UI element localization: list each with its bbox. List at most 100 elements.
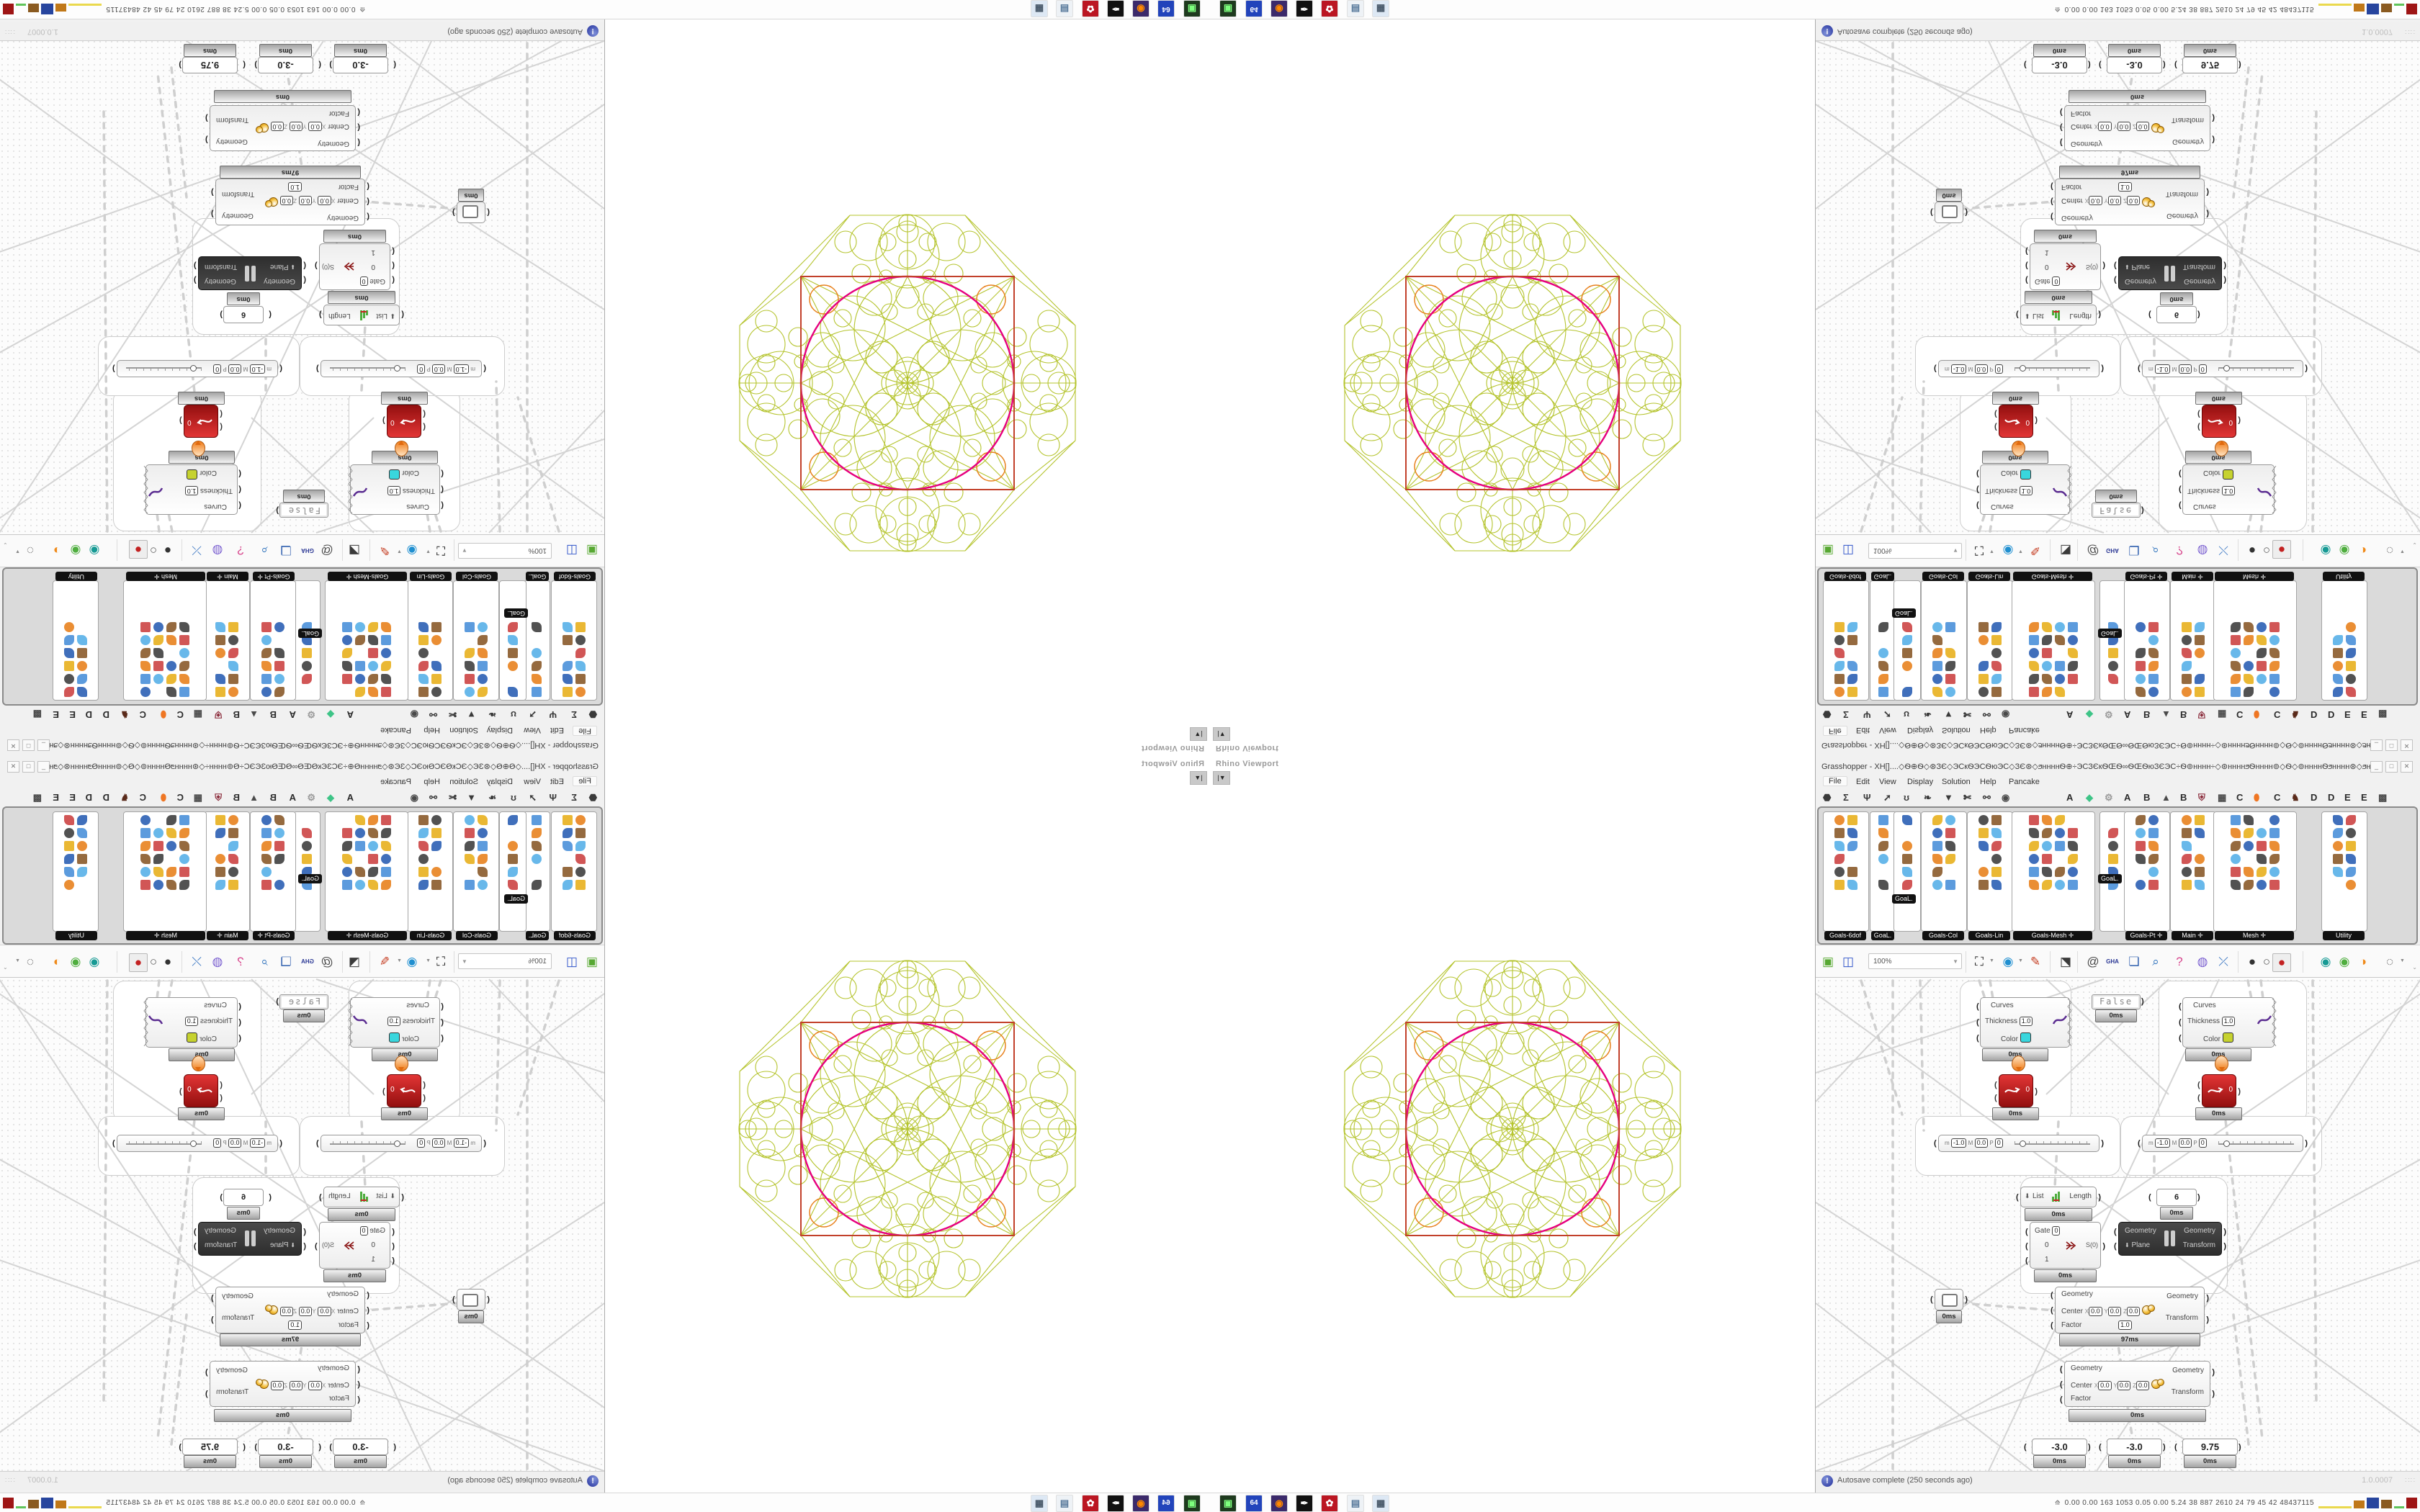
y-value[interactable]: 0.0 xyxy=(289,1381,303,1390)
component-icon[interactable] xyxy=(2244,635,2254,645)
component-tab[interactable]: ✄ xyxy=(1963,792,1971,803)
component-icon[interactable] xyxy=(1834,648,1845,658)
component-icon[interactable] xyxy=(261,841,272,851)
component-icon[interactable] xyxy=(1847,815,1857,825)
pin-teal-icon[interactable]: ◉ xyxy=(2320,955,2331,968)
zoom-extents-icon[interactable]: ⛶ xyxy=(1975,955,1984,968)
component-icon[interactable] xyxy=(1902,635,1912,645)
component-icon[interactable] xyxy=(166,841,176,851)
component-icon[interactable] xyxy=(2257,687,2267,697)
y-value[interactable]: 0.0 xyxy=(289,122,303,131)
component-icon[interactable] xyxy=(1834,674,1845,684)
component-icon[interactable] xyxy=(2055,687,2065,697)
component-tab[interactable]: ʊ xyxy=(1904,709,1910,720)
component-icon[interactable] xyxy=(1991,674,2002,684)
component-icon[interactable] xyxy=(228,854,238,864)
resize-grip[interactable]: ∷∷ xyxy=(2405,1477,2416,1485)
open-file-icon[interactable]: ▣ xyxy=(1821,544,1834,557)
component-icon[interactable] xyxy=(431,854,442,864)
component-icon[interactable] xyxy=(215,674,225,684)
menu-solution[interactable]: Solution xyxy=(1942,726,1971,734)
component-icon[interactable] xyxy=(2136,674,2146,684)
component-icon[interactable] xyxy=(431,635,442,645)
error-component-right[interactable]: ( ( ) 0 xyxy=(179,405,223,438)
scale-component-bottom[interactable]: ( ( ( ) ) Geometry Center X0.0 Y0.0 Z0.0 xyxy=(205,105,360,151)
chevron-down-icon[interactable]: ▼ xyxy=(426,958,431,963)
component-tab[interactable]: ⬮ xyxy=(2254,792,2260,803)
component-icon[interactable] xyxy=(1902,687,1912,697)
component-icon[interactable] xyxy=(532,622,542,632)
save-file-icon[interactable]: ◫ xyxy=(1842,955,1855,968)
component-icon[interactable] xyxy=(2055,622,2065,632)
component-icon[interactable] xyxy=(508,854,518,864)
component-icon[interactable] xyxy=(2269,648,2280,658)
menu-help[interactable]: Help xyxy=(1980,726,1996,734)
viewport-collapse-button[interactable]: |▼ xyxy=(1190,771,1207,785)
x-value[interactable]: 0.0 xyxy=(308,122,322,131)
component-icon[interactable] xyxy=(2257,841,2267,851)
component-icon[interactable] xyxy=(1847,661,1857,671)
component-tab[interactable]: E xyxy=(2361,709,2367,720)
precision-value[interactable]: 0 xyxy=(213,364,222,374)
component-icon[interactable] xyxy=(575,854,586,864)
min-value[interactable]: -1.0 xyxy=(249,364,266,374)
component-icon[interactable] xyxy=(1878,661,1888,671)
component-icon[interactable] xyxy=(1902,841,1912,851)
component-icon[interactable] xyxy=(2346,674,2356,684)
preview-component-left[interactable]: ( ( ( Curves Thickness 1.0 Color xyxy=(348,997,444,1048)
component-icon[interactable] xyxy=(355,622,365,632)
component-tab[interactable]: ʊ xyxy=(1904,792,1910,803)
component-icon[interactable] xyxy=(153,635,163,645)
close-button[interactable]: ✕ xyxy=(7,761,19,773)
help-box-icon[interactable]: ? xyxy=(2176,955,2183,968)
component-icon[interactable] xyxy=(2257,880,2267,890)
domain-slider-right[interactable]: ( ) m -1.0 M 0.0 P 0 xyxy=(112,360,282,377)
menu-view[interactable]: View xyxy=(1879,726,1896,734)
component-tab[interactable]: ⬣ xyxy=(588,709,597,720)
menu-solution[interactable]: Solution xyxy=(449,778,478,786)
thickness-value[interactable]: 1.0 xyxy=(387,1017,401,1026)
list-length-component[interactable]: ( ) ⬇ List Length xyxy=(2016,305,2101,325)
component-tab[interactable]: ⬮ xyxy=(160,709,166,720)
component-tab[interactable]: ◉ xyxy=(2002,709,2010,720)
component-tab[interactable]: ▼ xyxy=(1944,792,1953,803)
component-icon[interactable] xyxy=(2042,674,2052,684)
component-icon[interactable] xyxy=(418,867,429,877)
component-icon[interactable] xyxy=(431,841,442,851)
component-icon[interactable] xyxy=(2055,828,2065,838)
component-icon[interactable] xyxy=(2244,648,2254,658)
component-tab[interactable]: D xyxy=(2311,792,2318,803)
component-icon[interactable] xyxy=(1991,687,2002,697)
menu-display[interactable]: Display xyxy=(1907,726,1934,734)
component-icon[interactable] xyxy=(1834,841,1845,851)
component-icon[interactable] xyxy=(575,648,586,658)
inkscape-icon[interactable]: ✒ xyxy=(1296,1495,1313,1512)
component-icon[interactable] xyxy=(381,687,391,697)
component-icon[interactable] xyxy=(140,880,151,890)
precision-value[interactable]: 0 xyxy=(1994,1138,2003,1148)
component-icon[interactable] xyxy=(153,661,163,671)
component-icon[interactable] xyxy=(179,622,189,632)
component-tab[interactable]: Σ xyxy=(571,709,577,720)
component-icon[interactable] xyxy=(532,635,542,645)
component-tab[interactable]: ▼ xyxy=(467,709,476,720)
pin-teal-icon[interactable]: ◉ xyxy=(89,544,100,557)
component-icon[interactable] xyxy=(261,828,272,838)
component-icon[interactable] xyxy=(2029,867,2039,877)
palette-group-label[interactable]: Mesh ✛ xyxy=(126,931,205,940)
component-icon[interactable] xyxy=(2182,648,2192,658)
palette-group-label[interactable]: Goals-Col xyxy=(1922,572,1964,581)
menu-edit[interactable]: Edit xyxy=(550,726,564,734)
component-icon[interactable] xyxy=(1945,880,1955,890)
component-tab[interactable]: B xyxy=(233,792,240,803)
min-value[interactable]: -1.0 xyxy=(1950,364,1967,374)
component-icon[interactable] xyxy=(418,622,429,632)
calculator-icon[interactable]: ▦ xyxy=(1372,0,1389,17)
component-tab[interactable]: ⚯ xyxy=(429,792,437,803)
component-icon[interactable] xyxy=(179,854,189,864)
component-icon[interactable] xyxy=(2257,661,2267,671)
jack-component[interactable]: ( ) xyxy=(1930,202,1968,223)
component-tab[interactable]: ▲ xyxy=(249,709,259,720)
component-icon[interactable] xyxy=(1945,854,1955,864)
warning-balloon-icon[interactable] xyxy=(2012,1056,2025,1071)
